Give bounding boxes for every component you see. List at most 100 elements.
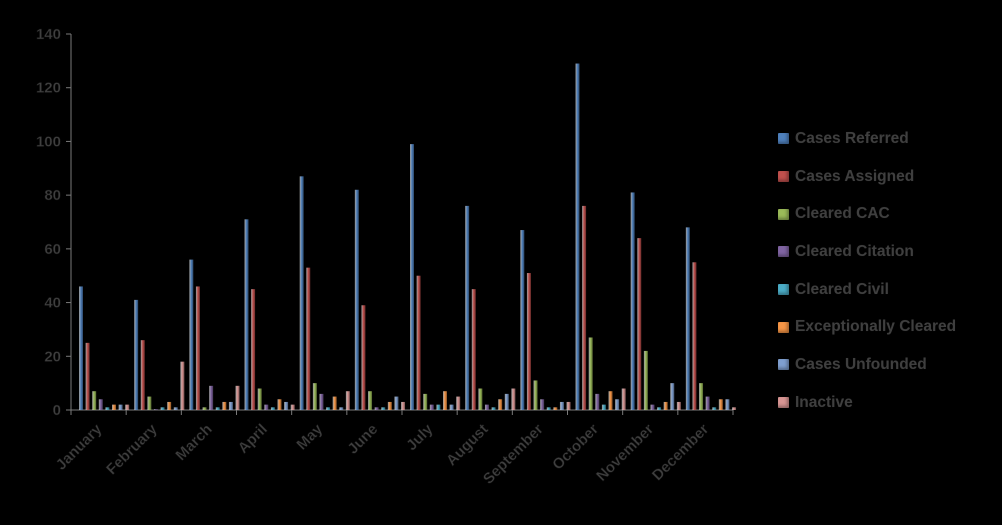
bar xyxy=(443,391,447,410)
bar xyxy=(643,350,648,410)
legend-label: Cleared Civil xyxy=(795,280,889,298)
y-tick-label: 140 xyxy=(36,26,61,43)
bar xyxy=(484,404,489,410)
legend-item: Cases Assigned xyxy=(778,158,1000,196)
bar xyxy=(725,399,730,410)
bar xyxy=(387,401,392,410)
bar xyxy=(699,383,704,410)
bar xyxy=(92,391,97,410)
legend-label: Inactive xyxy=(795,393,853,411)
bar xyxy=(339,407,344,410)
bar xyxy=(354,189,359,410)
bar xyxy=(685,227,690,410)
y-tick-label: 60 xyxy=(44,241,61,258)
bar xyxy=(436,404,441,410)
bar xyxy=(498,399,503,410)
bar xyxy=(270,407,275,410)
x-tick-label: November xyxy=(593,421,657,485)
bar xyxy=(125,404,130,410)
bar xyxy=(657,407,662,410)
bar xyxy=(85,342,90,410)
bar xyxy=(374,407,379,410)
bar xyxy=(520,230,525,410)
legend-item: Exceptionally Cleared xyxy=(778,308,1000,346)
y-tick-label: 40 xyxy=(44,295,61,312)
bar xyxy=(423,393,428,410)
bar xyxy=(202,407,207,410)
legend-swatch xyxy=(778,284,789,296)
bar xyxy=(504,393,509,410)
bar xyxy=(456,396,461,410)
bar xyxy=(361,305,366,410)
bar xyxy=(257,388,262,410)
bar xyxy=(79,286,83,410)
legend-swatch xyxy=(778,246,789,258)
x-tick-label: May xyxy=(293,420,326,453)
bar xyxy=(615,399,620,410)
x-tick-label: December xyxy=(649,421,712,484)
bar xyxy=(546,407,551,410)
bar xyxy=(209,385,214,410)
x-tick-label: April xyxy=(235,421,271,457)
bar xyxy=(588,337,593,410)
y-tick-label: 80 xyxy=(44,187,61,204)
bar xyxy=(153,409,158,410)
bar xyxy=(608,391,613,410)
bar xyxy=(478,388,483,410)
bar xyxy=(345,391,350,410)
y-axis-ticks: 0 20 40 60 80 100 120 140 xyxy=(36,26,71,419)
chart-legend: Cases Referred Cases Assigned Cleared CAC C… xyxy=(778,120,1000,422)
bar xyxy=(449,404,454,410)
bar xyxy=(118,404,123,410)
legend-swatch xyxy=(778,208,789,220)
bar xyxy=(630,192,635,410)
x-tick-label: February xyxy=(103,420,161,478)
legend-item: Cleared Civil xyxy=(778,271,1000,309)
bar xyxy=(526,273,531,410)
bar xyxy=(712,407,717,410)
legend-label: Cleared Citation xyxy=(795,242,914,260)
bar xyxy=(566,401,571,410)
legend-swatch xyxy=(778,397,789,409)
bar xyxy=(401,401,406,410)
bar xyxy=(244,219,249,410)
legend-swatch xyxy=(778,321,789,333)
legend-item: Cases Referred xyxy=(778,120,1000,158)
bar xyxy=(140,340,145,410)
bar xyxy=(663,401,668,410)
bar xyxy=(180,361,185,410)
x-tick-label: August xyxy=(443,421,492,470)
bar xyxy=(312,383,317,410)
bar xyxy=(718,399,723,410)
bar xyxy=(299,176,304,410)
legend-label: Cases Assigned xyxy=(795,167,915,185)
bar xyxy=(511,388,516,410)
bar xyxy=(533,380,538,410)
bar xyxy=(319,393,324,410)
bar xyxy=(195,286,200,410)
bar xyxy=(429,404,434,410)
bar xyxy=(105,407,110,410)
y-tick-label: 20 xyxy=(44,348,61,365)
bar xyxy=(471,289,476,410)
legend-label: Exceptionally Cleared xyxy=(795,318,957,336)
bar xyxy=(235,385,240,410)
bar xyxy=(410,144,414,410)
bar xyxy=(575,63,580,411)
legend-swatch xyxy=(778,171,789,183)
legend-swatch xyxy=(778,359,789,371)
x-tick-label: July xyxy=(403,420,437,454)
legend-label: Cases Referred xyxy=(795,129,909,147)
legend-swatch xyxy=(778,133,789,145)
x-tick-label: June xyxy=(344,421,381,458)
y-tick-label: 0 xyxy=(53,402,61,419)
bar xyxy=(692,262,697,410)
bar xyxy=(705,396,710,410)
bar xyxy=(491,407,496,410)
legend-item: Cleared CAC xyxy=(778,195,1000,233)
bar xyxy=(540,399,545,410)
bar xyxy=(251,289,256,410)
bar xyxy=(650,404,655,410)
